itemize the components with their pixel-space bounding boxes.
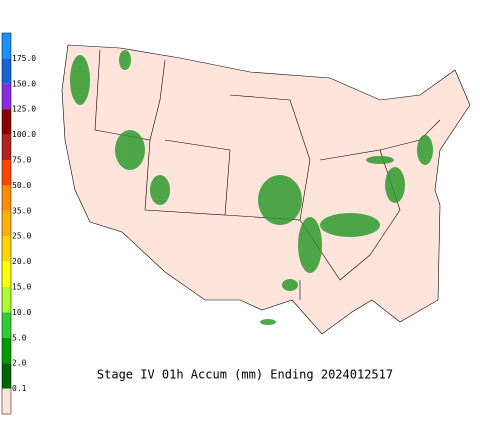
legend-label: 50.0 (12, 181, 31, 190)
color-legend: 175.0 150.0 125.0 100.0 75.0 50.0 35.0 25.0 20.0… (1, 32, 36, 415)
legend-swatch (2, 363, 11, 389)
legend-swatch (2, 236, 11, 262)
legend-label: 25.0 (12, 232, 31, 241)
legend-swatch (2, 261, 11, 287)
legend-swatch (2, 58, 11, 84)
legend-label: 5.0 (12, 333, 27, 342)
legend-label: 20.0 (12, 257, 31, 266)
legend-swatch (2, 33, 11, 59)
legend-swatch (2, 388, 11, 414)
legend-swatch (2, 109, 11, 135)
legend-swatch (2, 134, 11, 160)
legend-swatch (2, 210, 11, 237)
legend-label: 100.0 (12, 130, 36, 139)
precip-areas (70, 50, 433, 325)
legend-swatch (2, 287, 11, 313)
caption: Stage IV 01h Accum (mm) Ending 202401251… (97, 368, 393, 382)
legend-label: 10.0 (12, 308, 31, 317)
legend-label: 35.0 (12, 206, 31, 215)
legend-swatch (2, 83, 11, 110)
legend-swatch (2, 160, 11, 186)
legend-label: 15.0 (12, 283, 31, 292)
legend-label: 0.1 (12, 384, 27, 393)
legend-swatch (2, 312, 11, 338)
legend-swatch (2, 185, 11, 211)
legend-label: 175.0 (12, 54, 36, 63)
legend-swatch (2, 337, 11, 364)
legend-frame (1, 32, 12, 415)
legend-label: 75.0 (12, 156, 31, 165)
legend-label: 2.0 (12, 359, 27, 368)
legend-label: 150.0 (12, 79, 36, 88)
legend-label: 125.0 (12, 105, 36, 114)
